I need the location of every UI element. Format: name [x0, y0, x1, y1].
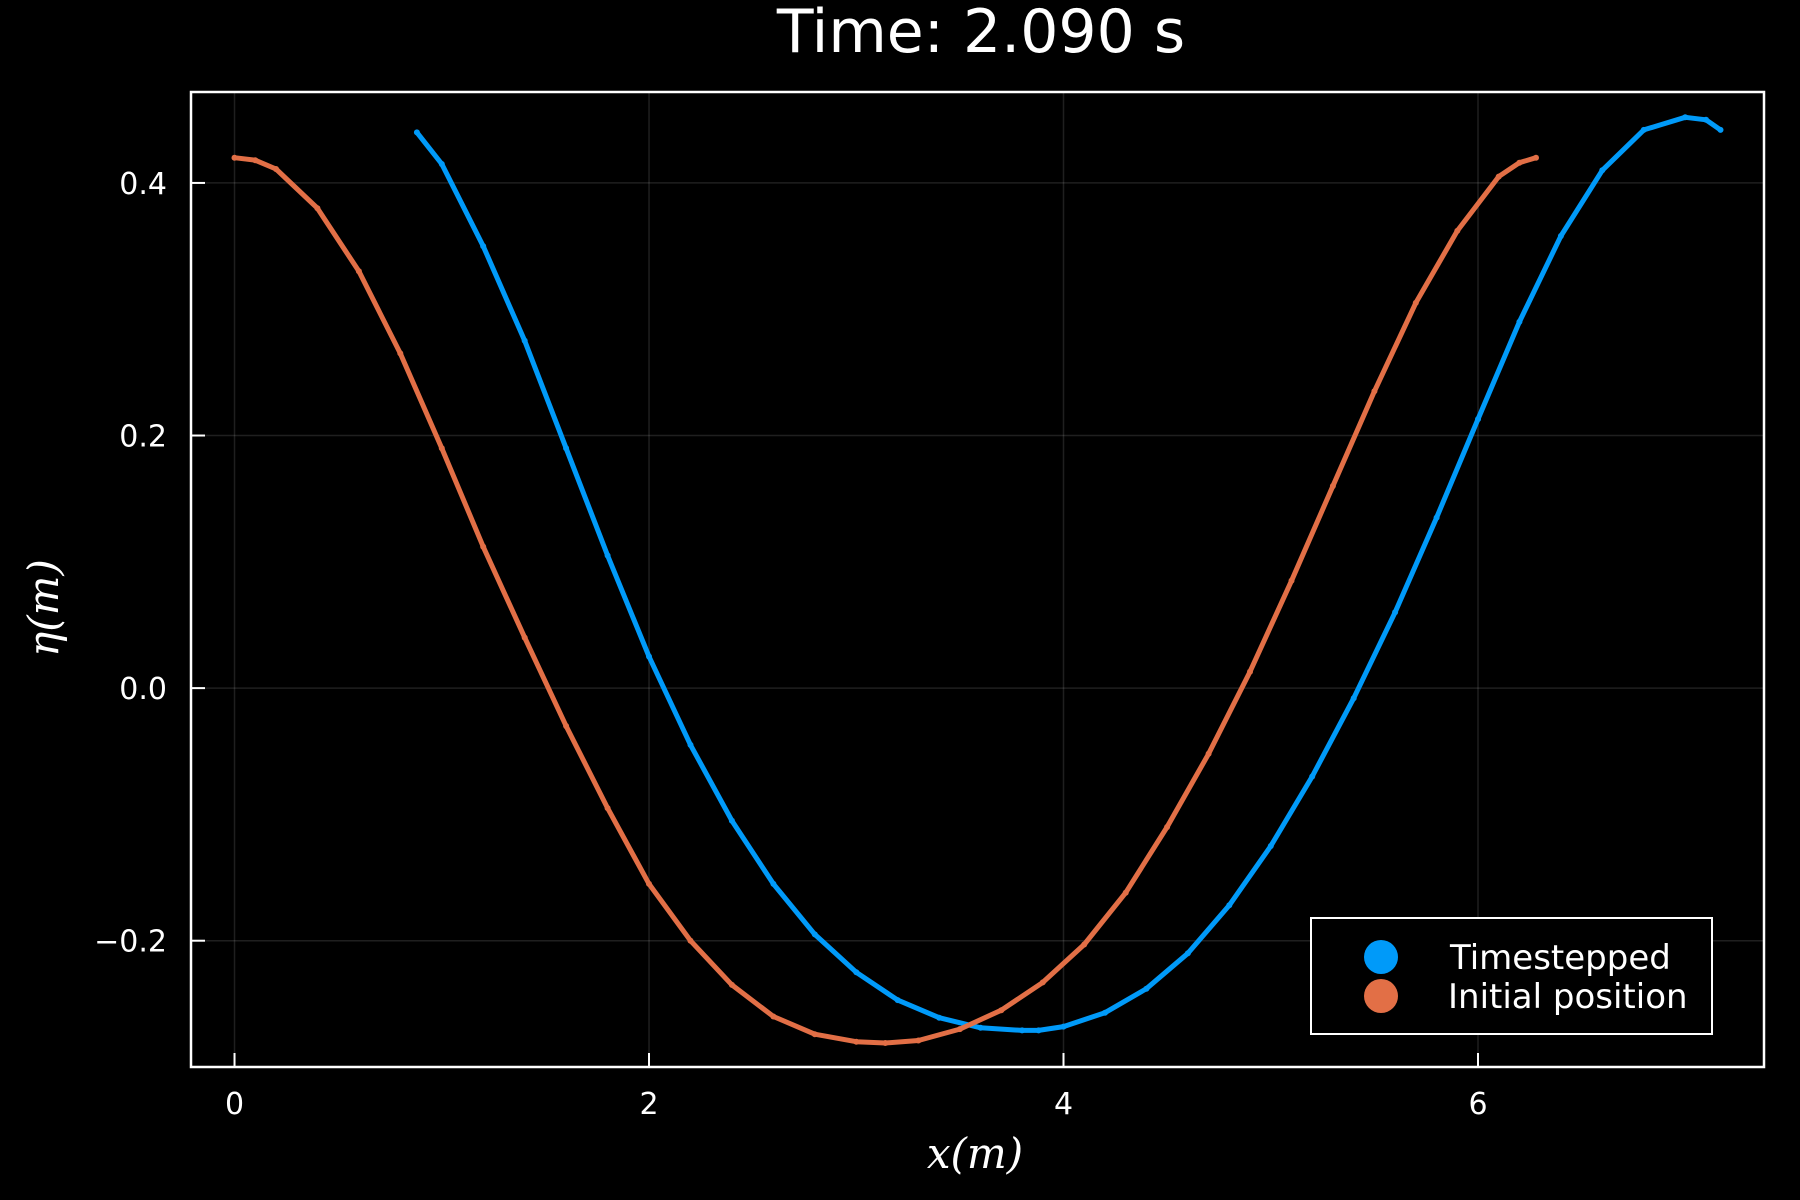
data-point	[1122, 889, 1129, 896]
data-point	[438, 445, 445, 452]
data-point	[521, 337, 528, 344]
data-point	[1682, 114, 1689, 121]
data-point	[563, 445, 570, 452]
data-point	[853, 969, 860, 976]
y-tick-label: 0.0	[119, 672, 167, 707]
legend-marker-timestepped	[1364, 940, 1398, 974]
data-point	[1703, 116, 1709, 123]
data-point	[1039, 979, 1046, 986]
data-point	[604, 552, 611, 559]
data-point	[1495, 173, 1502, 180]
data-point	[1205, 750, 1212, 757]
data-point	[1288, 577, 1295, 584]
data-point	[1309, 773, 1316, 780]
legend-label-timestepped: Timestepped	[1449, 938, 1671, 978]
data-point	[604, 805, 611, 812]
data-point	[1516, 159, 1523, 166]
data-point	[1533, 154, 1539, 161]
data-point	[1640, 126, 1647, 133]
data-point	[936, 1014, 943, 1021]
data-point	[1060, 1023, 1067, 1030]
data-point	[231, 154, 238, 161]
data-point	[687, 741, 694, 748]
data-point	[480, 243, 487, 250]
data-point	[1371, 388, 1378, 395]
data-point	[252, 157, 259, 164]
data-point	[355, 268, 362, 275]
x-tick-label: 2	[639, 1087, 658, 1122]
data-point	[1516, 318, 1523, 325]
data-point	[646, 880, 652, 887]
data-point	[438, 161, 445, 167]
data-point	[1599, 167, 1606, 174]
chart-title: Time: 2.090 s	[776, 0, 1185, 67]
data-point	[563, 723, 570, 729]
y-tick-label: −0.2	[94, 925, 167, 960]
tick-layer: 0 2 4 6 −0.2 0.0 0.2 0.4	[94, 167, 1487, 1122]
data-point	[1454, 227, 1461, 234]
series-initial-position	[231, 154, 1539, 1046]
data-point	[1267, 843, 1274, 849]
data-point	[882, 1040, 889, 1046]
data-point	[728, 981, 735, 988]
data-point	[770, 880, 777, 887]
data-point	[977, 1024, 984, 1031]
x-tick-label: 6	[1468, 1087, 1487, 1122]
data-point	[1019, 1027, 1026, 1034]
x-axis-label: x(m)	[927, 1129, 1023, 1178]
data-point	[687, 937, 694, 944]
data-point	[1184, 950, 1191, 957]
legend-marker-initial-position	[1364, 979, 1398, 1013]
data-point	[1247, 668, 1253, 675]
data-point	[397, 350, 404, 357]
plot-frame	[189, 90, 1766, 1069]
data-point	[998, 1007, 1005, 1014]
data-point	[956, 1026, 963, 1033]
data-point	[1392, 609, 1399, 616]
legend-box	[1310, 917, 1713, 1035]
data-point	[1081, 941, 1088, 948]
data-point	[1475, 416, 1481, 423]
data-point	[1350, 695, 1357, 702]
data-point	[915, 1037, 922, 1044]
data-point	[314, 205, 321, 212]
y-axis-label: η(m)	[19, 559, 68, 657]
data-point	[811, 1031, 818, 1038]
x-tick-label: 0	[225, 1087, 244, 1122]
data-point	[811, 931, 818, 938]
data-point	[1433, 514, 1440, 521]
data-point	[273, 166, 279, 172]
legend-label-initial-position: Initial position	[1448, 977, 1688, 1017]
data-point	[1717, 126, 1724, 133]
data-point	[1102, 1009, 1108, 1016]
legend: Timestepped Initial position	[1310, 917, 1713, 1035]
data-point	[1035, 1027, 1042, 1034]
data-point	[1164, 824, 1171, 830]
data-point	[1143, 985, 1150, 992]
data-point	[728, 817, 735, 824]
data-point	[1412, 299, 1419, 306]
x-tick-label: 4	[1054, 1087, 1073, 1122]
data-point	[770, 1013, 777, 1020]
data-point	[480, 543, 487, 550]
data-point	[521, 634, 528, 641]
data-point	[646, 653, 652, 660]
series-layer	[231, 114, 1724, 1046]
data-point	[894, 997, 901, 1004]
y-tick-label: 0.2	[119, 420, 167, 455]
data-point	[1329, 483, 1336, 489]
data-point	[1557, 233, 1564, 239]
series-timestepped	[413, 114, 1724, 1034]
y-tick-label: 0.4	[119, 167, 167, 202]
data-point	[413, 129, 420, 136]
data-point	[1226, 902, 1233, 909]
data-point	[853, 1038, 860, 1045]
